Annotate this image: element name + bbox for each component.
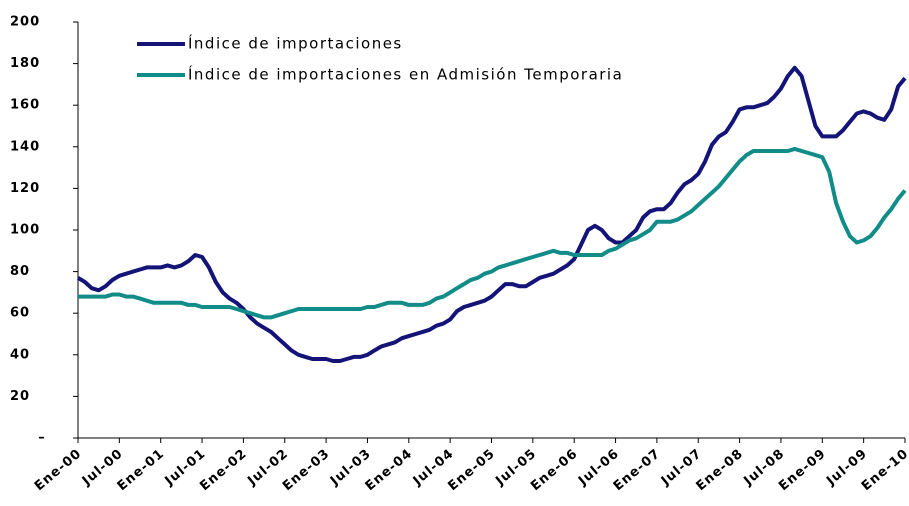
x-tick-label: Ene-00: [32, 446, 85, 494]
x-tick-label: Ene-08: [694, 446, 747, 494]
y-tick-label: 60: [10, 306, 30, 321]
y-tick-label: 40: [10, 347, 30, 362]
y-tick-label: 80: [10, 264, 30, 279]
y-tick-label: 20: [10, 389, 30, 404]
x-tick-label: Ene-07: [611, 446, 664, 494]
x-tick-label: Ene-05: [445, 446, 498, 494]
y-tick-label: 180: [10, 56, 40, 71]
series-line: [76, 65, 907, 363]
x-tick-label: Ene-09: [776, 446, 829, 494]
series-line: [78, 146, 907, 320]
x-tick-label: Ene-01: [115, 446, 168, 494]
x-tick-label: Ene-03: [280, 446, 333, 494]
x-tick-label: Ene-02: [197, 446, 250, 494]
legend-label: Índice de importaciones: [188, 34, 403, 53]
y-tick-label: 160: [10, 98, 40, 113]
y-tick-label: –: [38, 431, 46, 446]
y-tick-label: 120: [10, 181, 40, 196]
y-tick-label: 200: [10, 15, 40, 30]
x-tick-label: Ene-06: [528, 446, 581, 494]
y-tick-label: 140: [10, 139, 40, 154]
legend-label: Índice de importaciones en Admisión Temp…: [188, 65, 623, 84]
x-tick-label: Ene-04: [363, 446, 416, 494]
y-tick-label: 100: [10, 223, 40, 238]
